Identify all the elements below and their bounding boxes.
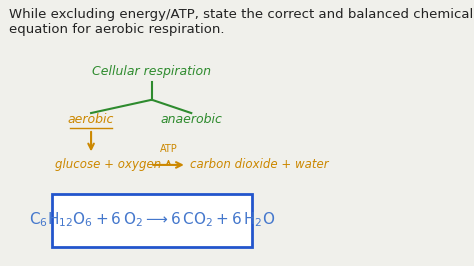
Text: glucose + oxygen: glucose + oxygen bbox=[55, 159, 161, 171]
Text: $\mathregular{C_6H_{12}O_6 + 6\,O_2 \longrightarrow 6\,CO_2 + 6\,H_2O}$: $\mathregular{C_6H_{12}O_6 + 6\,O_2 \lon… bbox=[28, 210, 275, 229]
Text: ATP: ATP bbox=[160, 144, 177, 155]
FancyBboxPatch shape bbox=[52, 194, 252, 247]
Text: anaerobic: anaerobic bbox=[160, 113, 222, 126]
Text: aerobic: aerobic bbox=[68, 113, 114, 126]
Text: Cellular respiration: Cellular respiration bbox=[92, 65, 211, 78]
Text: carbon dioxide + water: carbon dioxide + water bbox=[190, 159, 328, 171]
Text: While excluding energy/ATP, state the correct and balanced chemical (symbol)
equ: While excluding energy/ATP, state the co… bbox=[9, 8, 474, 36]
